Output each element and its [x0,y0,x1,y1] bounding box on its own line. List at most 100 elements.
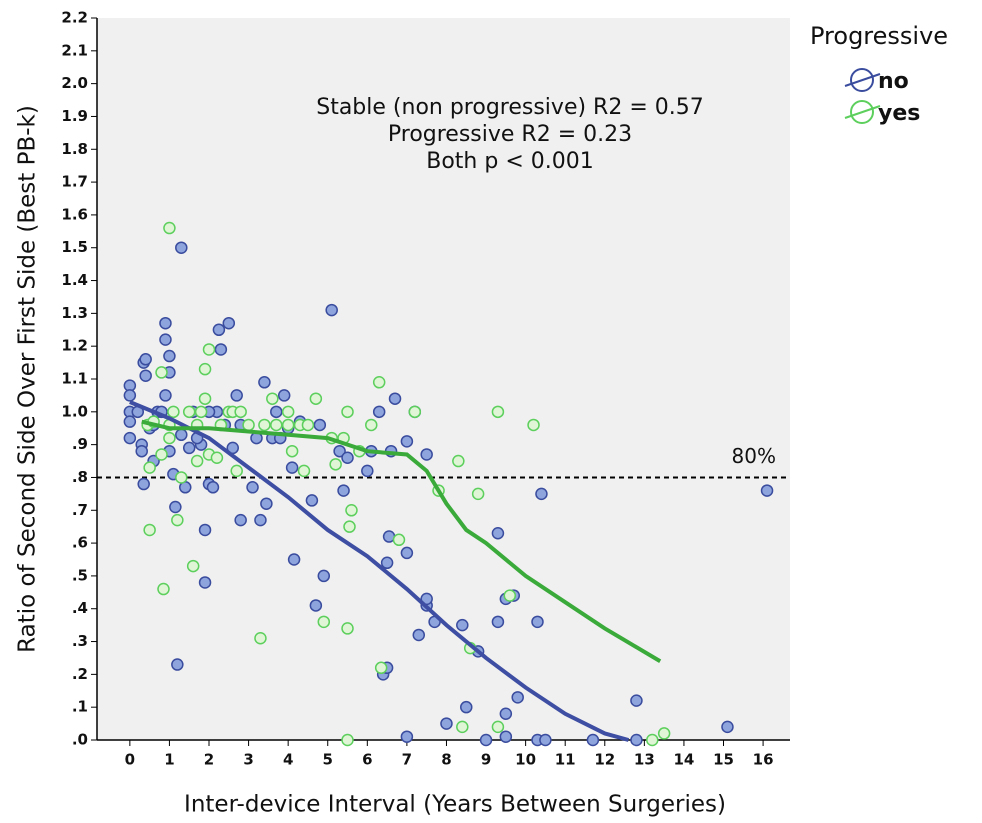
point [246,481,259,494]
point [137,477,150,491]
point [539,733,552,747]
y-tick-label: .9 [72,435,88,453]
y-tick-label: 1.2 [61,337,88,355]
point [343,520,356,533]
legend-marker [850,100,874,124]
point [270,418,283,432]
point [365,418,378,432]
x-tick-label: 8 [441,751,451,769]
point [163,431,176,445]
point [400,435,414,448]
point [198,576,212,589]
point [254,632,267,645]
y-axis-label: Ratio of Second Side Over First Side (Be… [15,105,41,653]
y-tick-label: 2.2 [61,9,88,27]
point [760,484,774,497]
point [270,405,283,419]
point [171,513,184,527]
point [182,441,196,455]
point [301,418,315,432]
point [234,405,247,419]
point [491,615,505,629]
point [287,553,301,566]
point [254,513,267,527]
point [586,733,600,747]
x-tick-label: 4 [283,751,293,769]
point [313,418,327,432]
point [159,333,172,346]
point [646,733,659,747]
y-tick-label: .7 [72,501,88,519]
x-axis-label: Inter-device Interval (Years Between Sur… [184,792,726,818]
y-tick-label: 1.6 [61,205,88,223]
point [175,471,188,484]
point [206,481,220,494]
point [186,559,200,573]
point [139,369,152,382]
point [175,241,188,254]
x-tick-label: 14 [673,751,694,769]
point [535,487,548,501]
point [491,526,505,540]
point [163,221,176,235]
point [456,618,469,632]
point [190,454,204,468]
point [305,494,319,507]
point [281,405,295,419]
point [222,316,236,330]
point [630,694,643,707]
point [260,497,273,510]
point [317,615,331,629]
point [143,523,156,537]
y-tick-label: .2 [72,665,88,683]
point [157,582,170,596]
point [309,599,323,612]
point [341,622,354,635]
legend-label: yes [878,101,920,126]
point [491,720,505,734]
y-tick-label: 1.9 [61,107,88,125]
point [198,362,212,376]
point [309,392,323,405]
point [372,405,386,419]
y-tick-label: .6 [72,534,88,552]
point [333,444,346,458]
point [159,316,172,330]
point [372,376,386,389]
point [408,405,422,419]
point [491,405,505,419]
point [721,720,734,734]
y-tick-label: 1.1 [61,370,88,388]
point [135,444,148,458]
plot-area [97,18,790,740]
x-tick-label: 3 [243,751,253,769]
point [329,458,342,471]
x-tick-label: 9 [481,751,491,769]
point [325,303,338,317]
legend-marker [850,68,874,92]
point [400,546,414,560]
point [392,533,406,547]
y-tick-label: 1.3 [61,304,88,322]
point [230,464,243,478]
point [210,451,224,465]
y-tick-label: 1.5 [61,238,88,256]
point [460,700,473,714]
point [503,589,517,602]
point [277,389,291,402]
legend-title: Progressive [810,22,948,50]
point [499,730,513,743]
annotation: Both p < 0.001 [426,149,593,174]
y-tick-label: .8 [72,468,88,486]
annotation: Stable (non progressive) R2 = 0.57 [316,95,704,120]
point [341,733,354,747]
y-tick-label: 2.1 [61,41,88,59]
point [388,392,402,405]
point [175,428,188,442]
point [155,366,168,379]
point [194,405,208,419]
point [630,733,643,747]
point [169,500,182,514]
x-tick-label: 5 [323,751,333,769]
y-tick-label: 2.0 [61,74,88,92]
